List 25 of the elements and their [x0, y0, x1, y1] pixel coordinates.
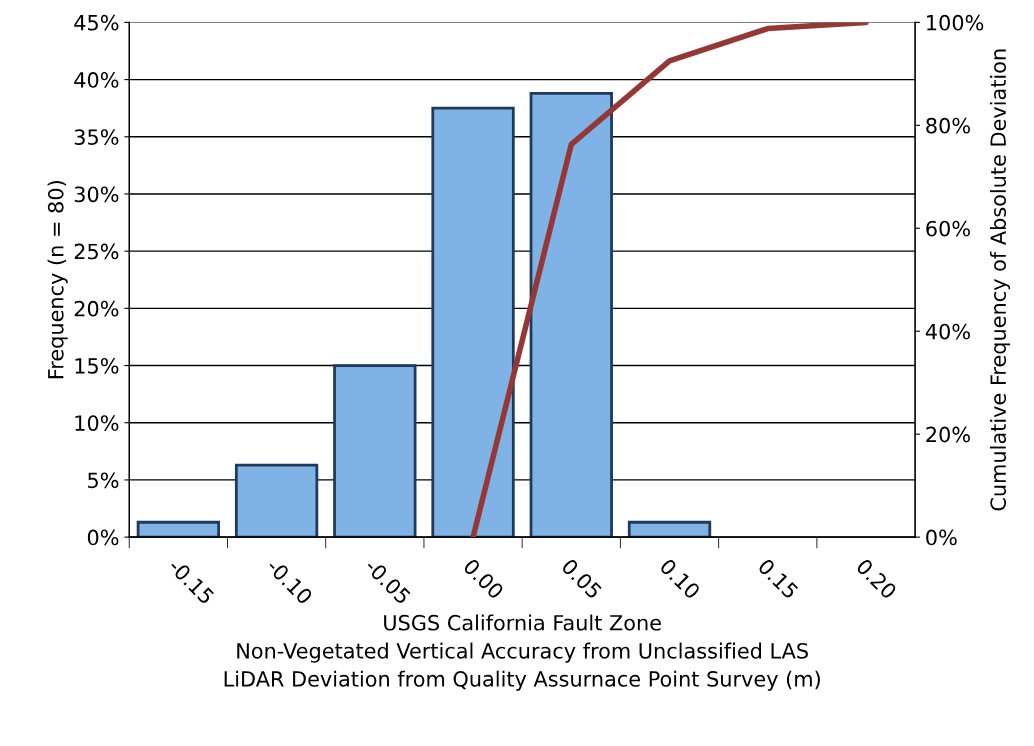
- y2-tick-label: 20%: [926, 426, 970, 443]
- y-tick-label: 35%: [74, 129, 119, 145]
- y-tick-label: 45%: [74, 14, 119, 31]
- y-tick-label: 0%: [87, 529, 119, 546]
- bar: [431, 106, 515, 538]
- y-tick-label: 20%: [74, 300, 119, 317]
- bar: [627, 520, 712, 538]
- bar: [333, 364, 417, 538]
- y-tick-label: 15%: [75, 357, 119, 374]
- y2-tick-label: 0%: [926, 529, 957, 546]
- y2-axis-title: Cumulative Frequency of Absolute Deviation: [989, 49, 1011, 511]
- y-tick-label: 30%: [74, 186, 119, 203]
- y2-tick-label: 40%: [925, 323, 970, 340]
- y-tick-label: 25%: [74, 243, 119, 260]
- y2-tick-label: 60%: [926, 220, 970, 237]
- y2-tick-label: 100%: [927, 14, 984, 31]
- y-tick-label: 5%: [88, 472, 119, 489]
- bar: [529, 91, 613, 538]
- x-axis-title: USGS California Fault Zone Non-Vegetated Vertical Accuracy from Unclassified LAS LiDAR Deviation from Quality Assurnace Point Survey (m): [224, 614, 820, 691]
- y2-tick-label: 80%: [926, 117, 970, 134]
- y-tick-label: 10%: [75, 415, 119, 431]
- y-axis-title: Frequency (n = 80): [47, 181, 68, 379]
- bar: [234, 463, 319, 538]
- y-tick-label: 40%: [74, 72, 119, 88]
- bar: [136, 520, 221, 538]
